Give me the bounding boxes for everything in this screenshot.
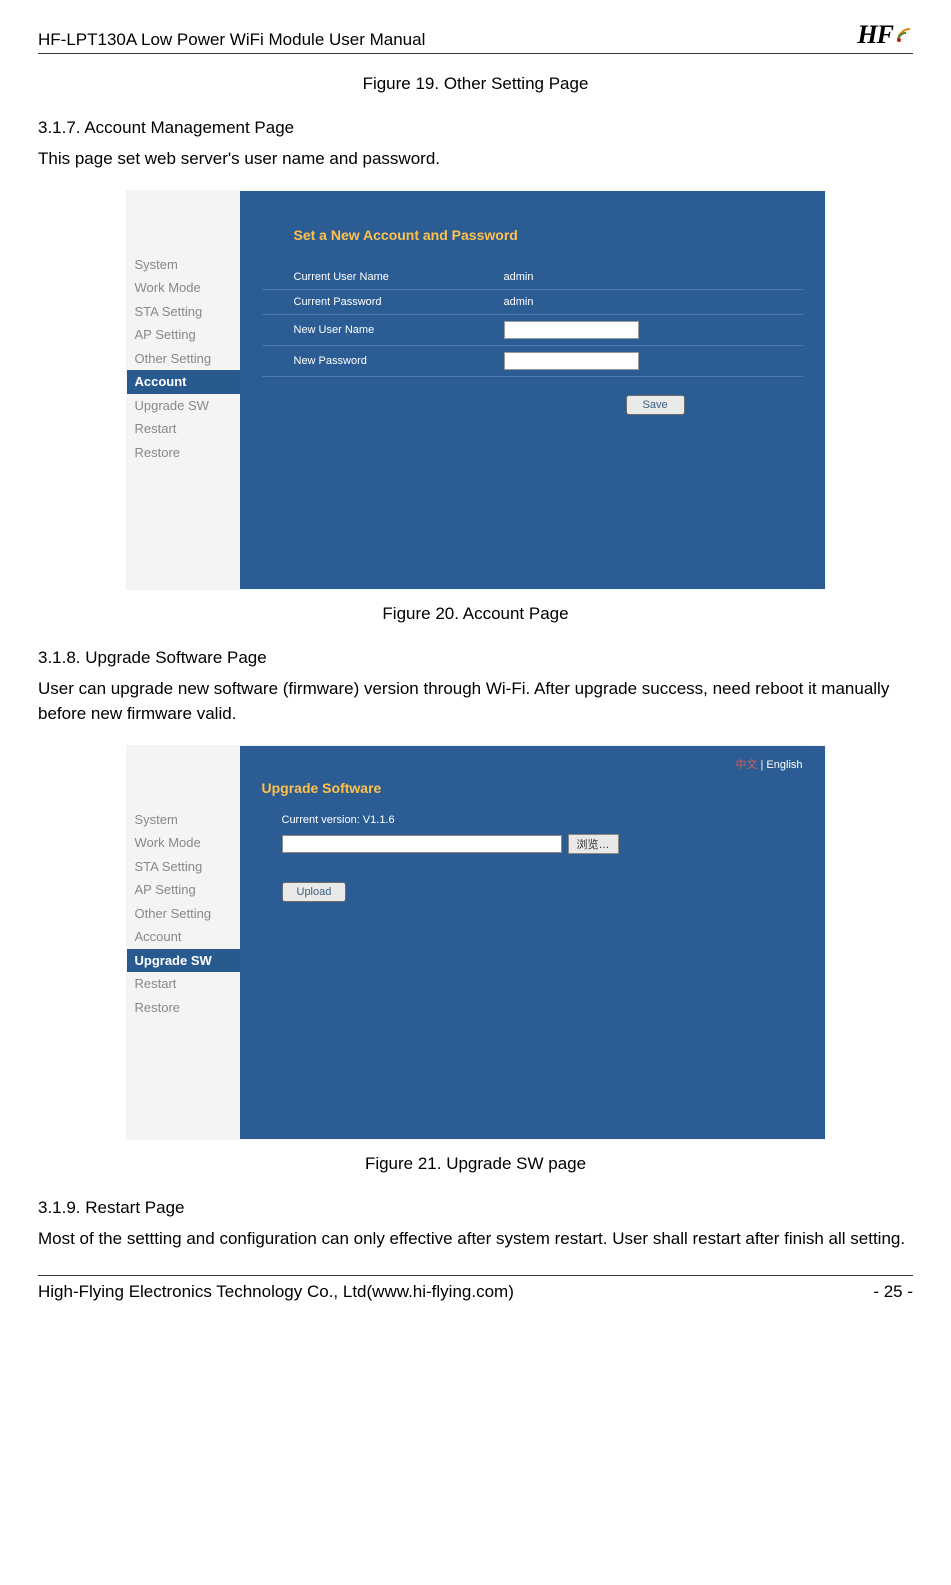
sidebar-item-upgrade-sw[interactable]: Upgrade SW bbox=[127, 949, 240, 973]
label-new-username: New User Name bbox=[294, 324, 494, 336]
sidebar-item-other-setting[interactable]: Other Setting bbox=[127, 347, 240, 371]
sidebar-item-system[interactable]: System bbox=[127, 253, 240, 277]
fig20-panel: Set a New Account and Password Current U… bbox=[240, 191, 825, 589]
row-current-password: Current Password admin bbox=[262, 290, 803, 315]
figure-21-caption: Figure 21. Upgrade SW page bbox=[38, 1154, 913, 1174]
sidebar-item-account[interactable]: Account bbox=[127, 925, 240, 949]
page-footer: High-Flying Electronics Technology Co., … bbox=[38, 1275, 913, 1302]
panel-title: Set a New Account and Password bbox=[294, 227, 803, 243]
figure-20-screenshot: System Work Mode STA Setting AP Setting … bbox=[126, 190, 826, 590]
save-button[interactable]: Save bbox=[626, 395, 685, 415]
lang-chinese-link[interactable]: 中文 bbox=[735, 759, 757, 771]
value-current-username: admin bbox=[504, 271, 534, 283]
sidebar-item-restart[interactable]: Restart bbox=[127, 417, 240, 441]
figure-20-caption: Figure 20. Account Page bbox=[38, 604, 913, 624]
sidebar-item-other-setting[interactable]: Other Setting bbox=[127, 902, 240, 926]
logo-text: HF bbox=[857, 20, 893, 50]
section-317-heading: 3.1.7. Account Management Page bbox=[38, 118, 913, 138]
label-current-password: Current Password bbox=[294, 296, 494, 308]
label-new-password: New Password bbox=[294, 355, 494, 367]
input-new-password[interactable] bbox=[504, 352, 639, 370]
label-current-username: Current User Name bbox=[294, 271, 494, 283]
sidebar-item-work-mode[interactable]: Work Mode bbox=[127, 276, 240, 300]
current-version-label: Current version: V1.1.6 bbox=[262, 814, 803, 834]
figure-19-caption: Figure 19. Other Setting Page bbox=[38, 74, 913, 94]
sidebar-item-sta-setting[interactable]: STA Setting bbox=[127, 855, 240, 879]
footer-page-number: - 25 - bbox=[873, 1282, 913, 1302]
fig20-sidebar: System Work Mode STA Setting AP Setting … bbox=[127, 191, 240, 589]
upload-button[interactable]: Upload bbox=[282, 882, 347, 902]
sidebar-item-ap-setting[interactable]: AP Setting bbox=[127, 323, 240, 347]
sidebar-item-restart[interactable]: Restart bbox=[127, 972, 240, 996]
section-319-body: Most of the settting and configuration c… bbox=[38, 1226, 913, 1252]
panel-title: Upgrade Software bbox=[262, 780, 803, 796]
language-switch: 中文 | English bbox=[262, 756, 803, 772]
sidebar-item-ap-setting[interactable]: AP Setting bbox=[127, 878, 240, 902]
row-new-password: New Password bbox=[262, 346, 803, 377]
file-path-input[interactable] bbox=[282, 835, 562, 853]
logo: HF bbox=[857, 20, 913, 50]
sidebar-item-restore[interactable]: Restore bbox=[127, 996, 240, 1020]
fig21-panel: 中文 | English Upgrade Software Current ve… bbox=[240, 746, 825, 1139]
sidebar-item-work-mode[interactable]: Work Mode bbox=[127, 831, 240, 855]
doc-title: HF-LPT130A Low Power WiFi Module User Ma… bbox=[38, 30, 425, 50]
lang-english-link[interactable]: English bbox=[766, 759, 802, 771]
file-select-row: 浏览… bbox=[262, 834, 803, 854]
wifi-signal-icon bbox=[895, 26, 913, 44]
browse-button[interactable]: 浏览… bbox=[568, 834, 619, 854]
figure-21-screenshot: System Work Mode STA Setting AP Setting … bbox=[126, 745, 826, 1140]
sidebar-item-account[interactable]: Account bbox=[127, 370, 240, 394]
fig21-sidebar: System Work Mode STA Setting AP Setting … bbox=[127, 746, 240, 1139]
section-319-heading: 3.1.9. Restart Page bbox=[38, 1198, 913, 1218]
input-new-username[interactable] bbox=[504, 321, 639, 339]
section-317-body: This page set web server's user name and… bbox=[38, 146, 913, 172]
sidebar-item-restore[interactable]: Restore bbox=[127, 441, 240, 465]
footer-company: High-Flying Electronics Technology Co., … bbox=[38, 1282, 514, 1302]
row-new-username: New User Name bbox=[262, 315, 803, 346]
section-318-body: User can upgrade new software (firmware)… bbox=[38, 676, 913, 727]
sidebar-item-upgrade-sw[interactable]: Upgrade SW bbox=[127, 394, 240, 418]
row-current-username: Current User Name admin bbox=[262, 265, 803, 290]
sidebar-item-system[interactable]: System bbox=[127, 808, 240, 832]
sidebar-item-sta-setting[interactable]: STA Setting bbox=[127, 300, 240, 324]
page-header: HF-LPT130A Low Power WiFi Module User Ma… bbox=[38, 20, 913, 54]
value-current-password: admin bbox=[504, 296, 534, 308]
section-318-heading: 3.1.8. Upgrade Software Page bbox=[38, 648, 913, 668]
